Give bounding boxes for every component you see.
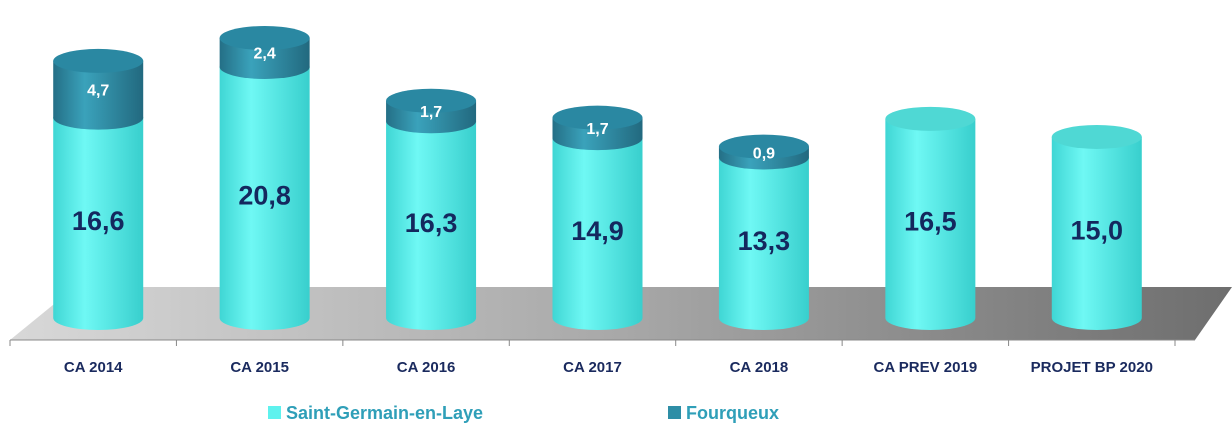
value-label: 16,6 xyxy=(72,206,125,236)
x-tick-label: CA 2016 xyxy=(397,359,456,376)
cylinder-top xyxy=(552,105,643,130)
value-label: 13,3 xyxy=(738,226,791,256)
cylinder-body xyxy=(219,66,310,330)
cylinder-top xyxy=(386,88,477,113)
legend-swatch xyxy=(268,406,281,419)
cylinder-body xyxy=(1051,136,1142,330)
value-label: 20,8 xyxy=(238,181,291,211)
cylinder-body xyxy=(885,118,976,331)
value-label: 15,0 xyxy=(1071,216,1124,246)
value-label: 4,7 xyxy=(87,83,109,100)
cylinder-body xyxy=(53,60,144,130)
cylinder-body xyxy=(552,138,643,330)
value-label: 1,7 xyxy=(586,121,608,138)
value-label: 2,4 xyxy=(254,46,276,63)
x-tick-label: CA 2015 xyxy=(230,359,289,376)
cylinder-body xyxy=(53,117,144,330)
value-label: 1,7 xyxy=(420,104,442,121)
cylinder-body xyxy=(386,121,477,330)
value-label: 16,5 xyxy=(904,207,957,237)
value-label: 14,9 xyxy=(571,216,624,246)
legend-label: Saint-Germain-en-Laye xyxy=(286,403,483,423)
x-tick-label: CA 2014 xyxy=(64,359,123,376)
legend-swatch xyxy=(668,406,681,419)
cylinder-top xyxy=(1051,124,1142,149)
cylinder-top xyxy=(53,48,144,73)
cylinder-top xyxy=(718,134,809,159)
x-tick-label: CA 2017 xyxy=(563,359,622,376)
cylinder-top xyxy=(219,26,310,50)
legend-label: Fourqueux xyxy=(686,403,779,423)
value-label: 0,9 xyxy=(753,145,775,162)
x-tick-label: PROJET BP 2020 xyxy=(1031,359,1153,376)
x-tick-label: CA PREV 2019 xyxy=(874,359,978,376)
cylinder-top xyxy=(885,106,976,131)
value-label: 16,3 xyxy=(405,208,458,238)
x-tick-label: CA 2018 xyxy=(730,359,789,376)
cylinder-body xyxy=(718,157,809,330)
